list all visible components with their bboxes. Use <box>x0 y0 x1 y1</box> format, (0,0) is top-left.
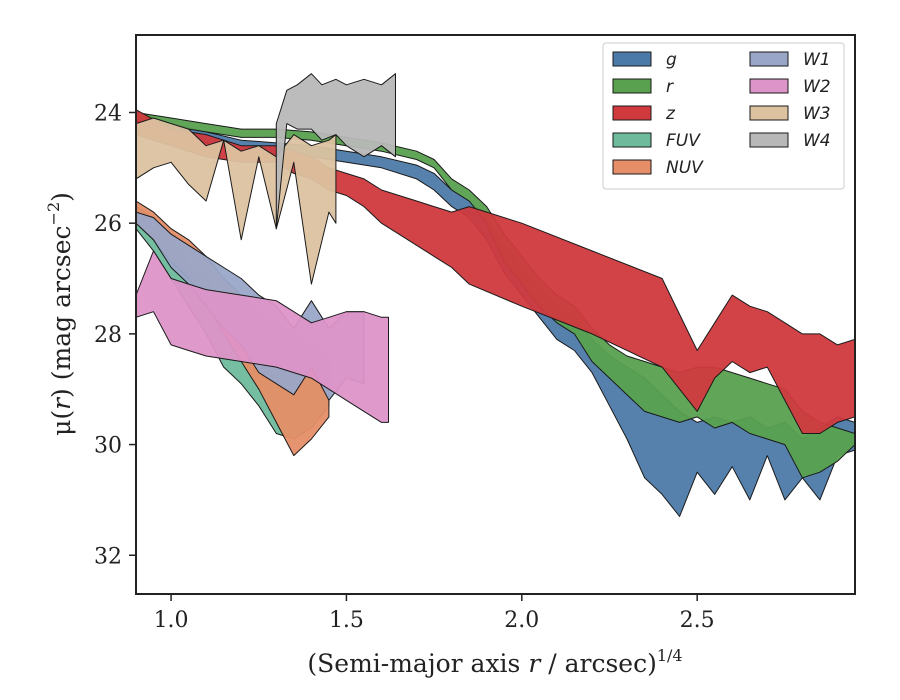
x-tick-label: 2.5 <box>680 608 715 633</box>
y-tick-label: 30 <box>94 434 122 459</box>
series-band-w4 <box>275 73 396 230</box>
series-band-r <box>136 112 855 479</box>
y-axis-title-mid: ) (mag arcsec <box>47 225 76 398</box>
legend-swatch-z <box>612 105 652 121</box>
legend-label-w4: W4 <box>803 131 831 151</box>
series-band-w3 <box>136 117 337 285</box>
y-axis-title: μ(r) (mag arcsec−2) <box>44 192 76 436</box>
series-layer <box>136 73 855 517</box>
y-axis-title-pre: μ( <box>47 410 76 436</box>
legend-label-g: g <box>666 50 677 70</box>
y-tick-label: 26 <box>94 212 122 237</box>
legend-swatch-w1 <box>749 51 789 67</box>
y-axis-title-var: r <box>47 396 76 410</box>
y-tick-label: 28 <box>94 323 122 348</box>
x-axis-title-rest: / arcsec) <box>540 649 657 678</box>
legend-label-w3: W3 <box>803 104 831 124</box>
legend-label-fuv: FUV <box>666 131 701 151</box>
y-axis-title-sup: −2 <box>44 202 63 226</box>
legend-swatch-nuv <box>612 159 652 175</box>
series-band-w2 <box>136 250 389 423</box>
legend-label-r: r <box>666 77 674 97</box>
y-tick-label: 24 <box>94 101 122 126</box>
x-axis-ticks: 1.0 1.5 2.0 2.5 <box>154 594 715 633</box>
x-tick-label: 2.0 <box>504 608 539 633</box>
legend-label-w2: W2 <box>803 77 831 97</box>
legend-swatch-r <box>612 78 652 94</box>
legend-swatch-g <box>612 51 652 67</box>
y-axis-title-post: ) <box>47 192 76 202</box>
x-tick-label: 1.5 <box>329 608 364 633</box>
legend: grz FUV NUV W1 W2 W3 W4 <box>602 42 845 190</box>
x-axis-title-sup: 1/4 <box>657 646 683 665</box>
plot-frame <box>135 34 856 595</box>
legend-swatch-fuv <box>612 132 652 148</box>
x-axis-title-var: r <box>528 649 542 678</box>
x-axis-title: (Semi-major axis r / arcsec)1/4 <box>307 646 682 678</box>
x-axis-title-main: (Semi-major axis <box>307 649 528 678</box>
x-tick-label: 1.0 <box>154 608 189 633</box>
legend-swatch-w3 <box>749 105 789 121</box>
legend-label-nuv: NUV <box>666 158 704 178</box>
legend-swatch-w4 <box>749 132 789 148</box>
series-band-z <box>136 109 855 434</box>
y-axis-ticks: 24 26 28 30 32 <box>94 101 136 569</box>
legend-items: grz FUV NUV W1 W2 W3 W4 <box>612 50 831 178</box>
legend-swatch-w2 <box>749 78 789 94</box>
legend-label-z: z <box>665 104 676 124</box>
y-tick-label: 32 <box>94 544 122 569</box>
legend-label-w1: W1 <box>803 50 831 70</box>
